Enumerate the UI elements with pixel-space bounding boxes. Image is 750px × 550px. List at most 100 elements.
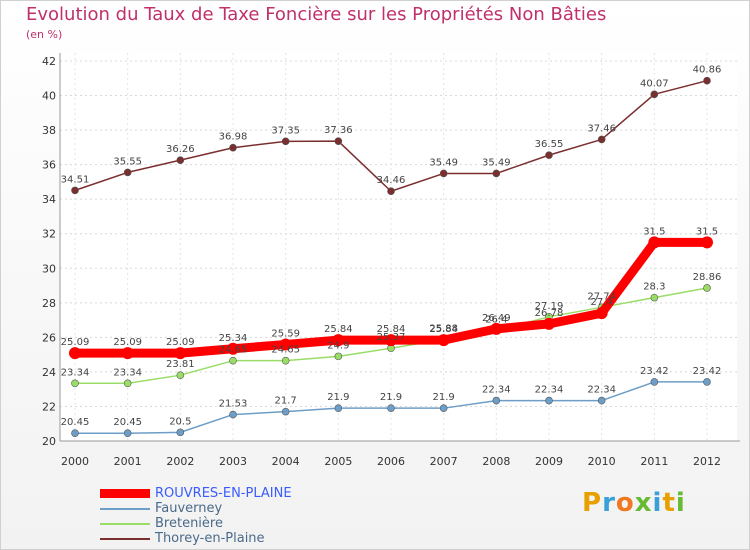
data-label: 23.42 — [640, 366, 669, 377]
data-label: 35.49 — [482, 157, 511, 168]
data-point — [176, 371, 185, 379]
data-label: 28.86 — [693, 272, 722, 283]
x-tick-label: 2007 — [430, 455, 458, 468]
data-point — [439, 404, 448, 412]
data-point — [385, 334, 397, 347]
data-point — [71, 186, 79, 195]
data-label: 36.26 — [166, 144, 195, 155]
legend-item: Fauverney — [100, 501, 360, 516]
data-label: 25.09 — [166, 337, 195, 348]
data-label: 34.46 — [377, 175, 406, 186]
data-label: 26.49 — [482, 313, 511, 324]
data-label: 25.59 — [271, 328, 300, 339]
data-label: 21.9 — [327, 392, 349, 403]
y-tick-label: 32 — [42, 228, 56, 241]
data-point — [597, 135, 606, 144]
data-label: 25.37 — [377, 332, 406, 343]
data-label: 25.34 — [219, 333, 248, 344]
proxiti-logo: Proxiti — [582, 488, 686, 518]
chart-title: Evolution du Taux de Taxe Foncière sur l… — [26, 4, 607, 25]
legend: ROUVRES-EN-PLAINE Fauverney Bretenière Thor… — [100, 486, 360, 546]
data-point — [650, 378, 659, 386]
y-tick-label: 40 — [42, 90, 56, 103]
data-label: 25.84 — [377, 324, 406, 335]
data-point — [439, 169, 448, 178]
legend-swatch — [100, 523, 150, 525]
data-point — [650, 293, 659, 302]
data-point — [281, 137, 290, 146]
data-point — [437, 334, 450, 347]
data-point — [123, 379, 132, 388]
y-tick-label: 20 — [42, 435, 56, 448]
data-label: 28.3 — [643, 282, 665, 293]
data-label: 22.34 — [587, 385, 616, 396]
data-point — [281, 356, 290, 365]
y-tick-label: 26 — [42, 331, 56, 344]
data-label: 20.45 — [113, 417, 142, 428]
data-point — [332, 334, 345, 347]
data-label: 37.35 — [271, 125, 300, 136]
data-label: 27.4 — [591, 297, 613, 308]
data-point — [492, 169, 501, 178]
data-label: 20.45 — [61, 417, 90, 428]
x-tick-label: 2002 — [166, 455, 194, 468]
data-label: 31.5 — [643, 226, 665, 237]
data-point — [334, 404, 343, 412]
data-point — [492, 396, 501, 405]
data-point — [545, 151, 553, 159]
data-point — [597, 396, 606, 405]
data-label: 35.49 — [429, 157, 458, 168]
data-label: 24.9 — [327, 340, 349, 351]
data-label: 40.07 — [640, 78, 669, 89]
data-point — [387, 187, 395, 196]
data-label: 23.42 — [693, 366, 722, 377]
legend-label: ROUVRES-EN-PLAINE — [155, 486, 292, 501]
data-label: 26.4 — [485, 314, 507, 325]
legend-item: Bretenière — [100, 516, 360, 531]
y-tick-label: 22 — [42, 400, 56, 413]
data-point — [490, 322, 503, 335]
data-point — [701, 236, 713, 249]
data-label: 21.7 — [275, 396, 297, 407]
data-label: 34.51 — [61, 174, 90, 185]
unit-label: (en %) — [26, 28, 63, 41]
legend-swatch — [100, 508, 150, 510]
legend-label: Fauverney — [155, 501, 223, 516]
data-label: 21.9 — [380, 392, 402, 403]
data-point — [71, 379, 79, 388]
line-chart: 20 22 24 26 28 30 32 34 36 38 40 42 2000 2001 2002 2003… — [42, 53, 740, 468]
data-label: 22.34 — [482, 385, 511, 396]
data-point — [703, 284, 711, 292]
y-tick-label: 24 — [42, 366, 56, 379]
data-point — [174, 347, 187, 360]
data-point — [650, 90, 659, 99]
data-label: 25.88 — [429, 323, 458, 334]
data-label: 37.46 — [587, 123, 616, 134]
x-tick-label: 2011 — [640, 455, 668, 468]
data-label: 35.55 — [113, 156, 142, 167]
data-label: 21.9 — [433, 392, 455, 403]
data-label: 23.81 — [166, 359, 195, 370]
legend-item: ROUVRES-EN-PLAINE — [100, 486, 360, 501]
data-point — [334, 352, 343, 361]
data-label: 37.36 — [324, 125, 353, 136]
data-point — [334, 137, 343, 145]
data-label: 25.84 — [324, 324, 353, 335]
legend-label: Thorey-en-Plaine — [155, 531, 265, 546]
data-point — [176, 156, 185, 164]
data-point — [123, 168, 132, 177]
data-label: 25.84 — [429, 324, 458, 335]
data-point — [227, 342, 239, 355]
x-tick-label: 2006 — [377, 455, 405, 468]
data-point — [69, 347, 81, 360]
data-point — [703, 76, 711, 85]
data-label: 21.53 — [219, 399, 248, 410]
data-point — [281, 407, 290, 416]
data-label: 31.5 — [696, 226, 718, 237]
y-tick-label: 28 — [42, 297, 56, 310]
y-tick-label: 36 — [42, 159, 56, 172]
data-point — [176, 428, 185, 437]
legend-label: Bretenière — [155, 516, 223, 531]
data-label: 25.09 — [113, 337, 142, 348]
data-point — [229, 143, 237, 152]
